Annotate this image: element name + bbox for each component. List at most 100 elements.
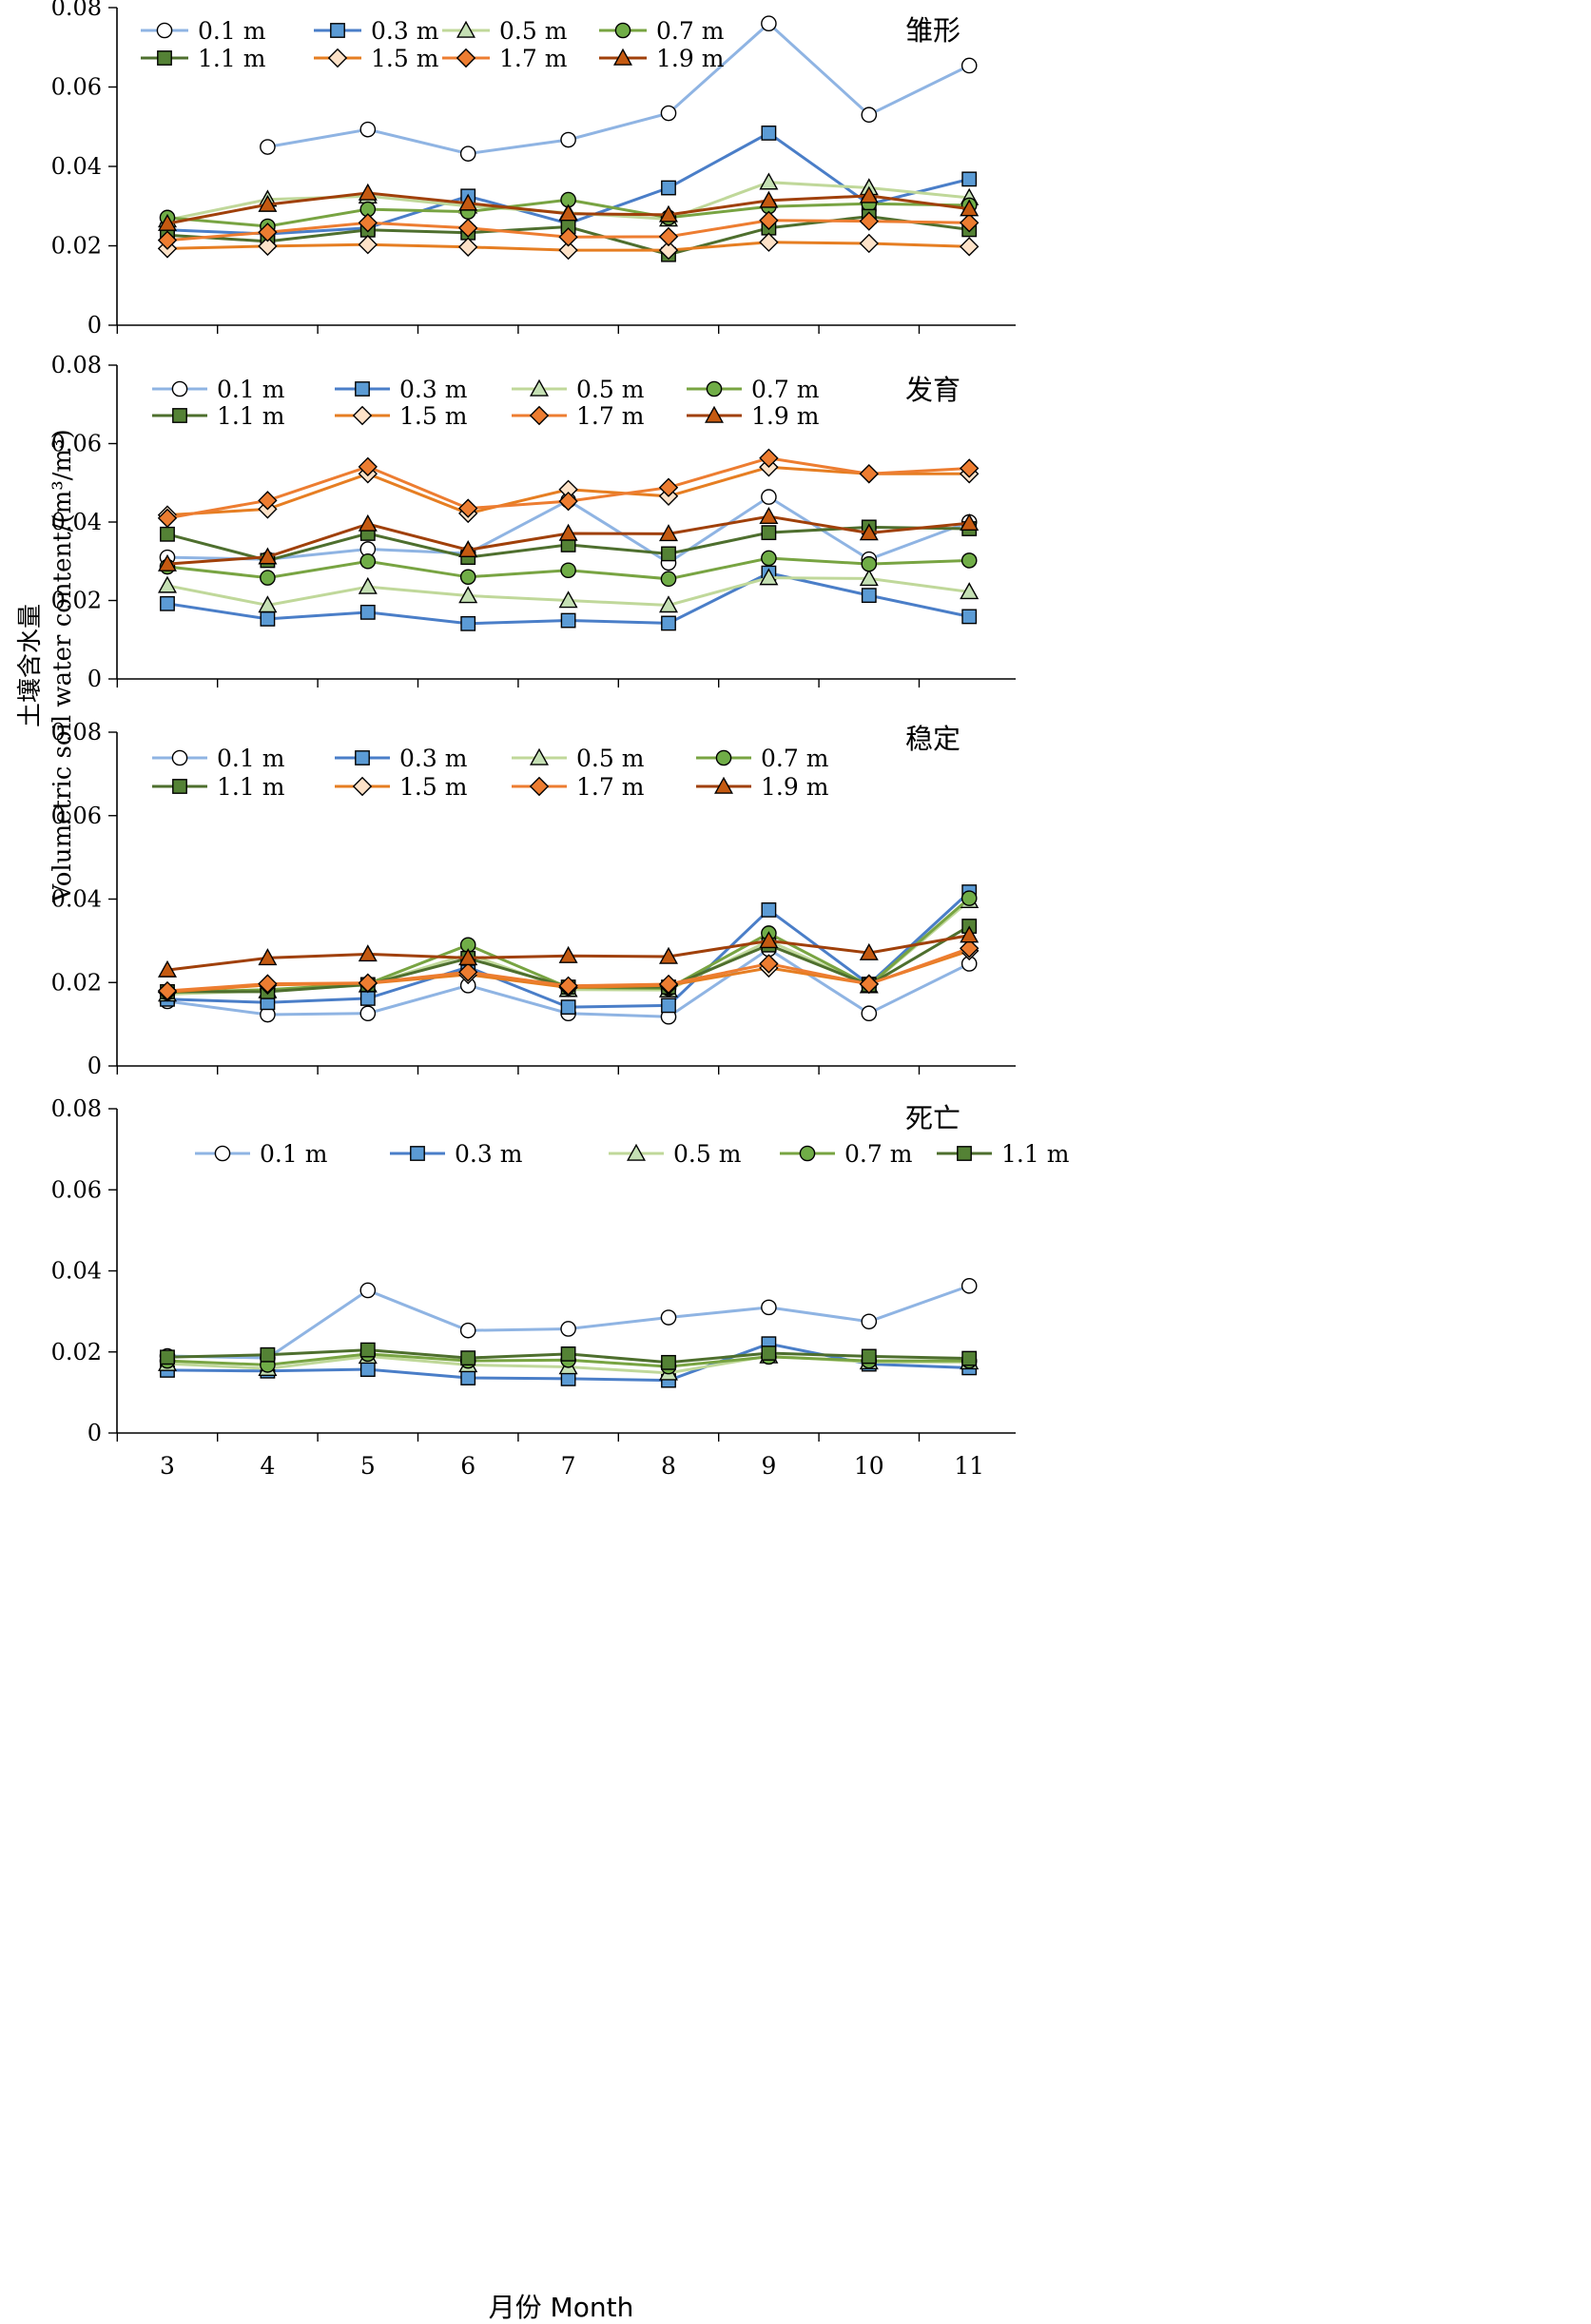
legend-label: 1.1 m — [217, 402, 285, 430]
series-1.7m — [157, 210, 980, 250]
x-tick-label: 5 — [360, 1452, 376, 1480]
series-1.7m — [157, 939, 980, 1001]
legend-marker — [352, 776, 373, 797]
legend-entry: 0.7 m — [696, 745, 829, 772]
data-point — [459, 145, 476, 162]
legend-marker — [214, 1145, 231, 1162]
legend-marker — [715, 749, 732, 766]
data-point — [761, 15, 777, 32]
data-point — [459, 569, 476, 586]
series-1.9m — [158, 506, 980, 571]
y-tick-label: 0.08 — [51, 352, 102, 378]
legend-marker — [157, 50, 172, 66]
data-point — [859, 211, 879, 231]
data-point — [659, 204, 678, 223]
legend-label: 1.5 m — [399, 402, 468, 430]
legend-label: 0.3 m — [455, 1140, 523, 1168]
x-tick-label: 8 — [661, 1452, 676, 1480]
legend-entry: 1.1 m — [152, 402, 285, 430]
legend-marker — [410, 1146, 425, 1161]
legend-marker — [706, 380, 723, 397]
y-tick-label: 0.04 — [51, 509, 102, 535]
legend-entry: 0.5 m — [609, 1140, 742, 1168]
data-point — [258, 194, 278, 212]
legend-marker — [171, 749, 188, 766]
series-1.5m — [157, 457, 980, 525]
legend-marker — [627, 1143, 646, 1161]
data-point — [158, 553, 177, 571]
series-1.1m — [160, 1342, 978, 1370]
data-point — [960, 1277, 978, 1294]
data-point — [358, 213, 378, 233]
data-point — [560, 131, 576, 148]
legend-marker — [613, 48, 632, 66]
data-point — [558, 203, 578, 222]
legend-entry: 1.9 m — [696, 773, 829, 801]
data-point — [761, 902, 777, 918]
legend-label: 0.1 m — [198, 17, 266, 45]
y-tick-label: 0.04 — [51, 153, 102, 180]
legend-marker — [352, 405, 373, 426]
legend-entry: 0.1 m — [195, 1140, 328, 1168]
legend-marker — [614, 22, 631, 39]
legend-label: 0.3 m — [399, 376, 468, 403]
y-tick-label: 0 — [87, 1053, 102, 1079]
data-point — [560, 1346, 576, 1362]
legend-entry: 0.1 m — [152, 745, 285, 772]
y-tick-label: 0.02 — [51, 588, 102, 614]
data-point — [759, 568, 779, 586]
x-tick-label: 7 — [561, 1452, 576, 1480]
data-point — [761, 1299, 777, 1316]
legend-entry: 1.1 m — [152, 773, 285, 801]
panel-title: 稳定 — [905, 723, 960, 755]
data-point — [558, 523, 578, 541]
data-point — [359, 552, 377, 570]
data-point — [861, 1313, 878, 1330]
data-point — [558, 945, 578, 963]
data-point — [960, 890, 978, 906]
data-point — [960, 237, 980, 257]
series-1.5m — [157, 232, 980, 261]
data-point — [160, 595, 175, 611]
data-point — [960, 582, 980, 600]
data-point — [358, 973, 378, 993]
data-point — [157, 230, 178, 250]
y-tick-label: 0.06 — [51, 1176, 102, 1203]
data-point — [660, 105, 677, 122]
data-point — [358, 513, 378, 532]
data-point — [960, 925, 980, 943]
legend-label: 0.5 m — [576, 745, 645, 772]
data-point — [759, 210, 779, 230]
x-tick-label: 10 — [854, 1452, 884, 1480]
data-point — [158, 213, 177, 231]
data-point — [359, 1342, 376, 1358]
legend-label: 1.9 m — [761, 773, 829, 801]
legend-marker — [156, 22, 173, 39]
legend-label: 0.3 m — [371, 17, 439, 45]
data-point — [761, 550, 777, 567]
data-point — [960, 199, 980, 217]
data-point — [258, 595, 278, 613]
series-0.1m — [159, 1277, 978, 1366]
legend: 0.1 m 0.3 m 0.5 m 0.7 m 1.1 m 1.5 m 1.7 m 1.9 m — [141, 17, 725, 72]
data-point — [458, 586, 478, 604]
legend: 0.1 m 0.3 m 0.5 m 0.7 m 1.1 m 1.5 m 1.7 m 1.9 m — [152, 376, 820, 430]
data-point — [961, 1350, 978, 1366]
data-point — [359, 1282, 377, 1299]
legend: 0.1 m 0.3 m 0.5 m 0.7 m 1.1 m 1.5 m 1.7 m 1.9 m — [152, 745, 829, 801]
data-point — [258, 547, 278, 565]
data-point — [358, 235, 378, 255]
data-point — [759, 172, 779, 190]
series-0.1m — [260, 15, 978, 162]
series-line — [267, 21, 970, 156]
data-point — [458, 218, 478, 238]
data-point — [458, 540, 478, 558]
data-point — [158, 575, 177, 593]
legend-entry: 1.5 m — [335, 402, 468, 430]
legend-entry: 0.5 m — [512, 745, 645, 772]
data-point — [661, 180, 676, 196]
legend-marker — [355, 750, 370, 765]
